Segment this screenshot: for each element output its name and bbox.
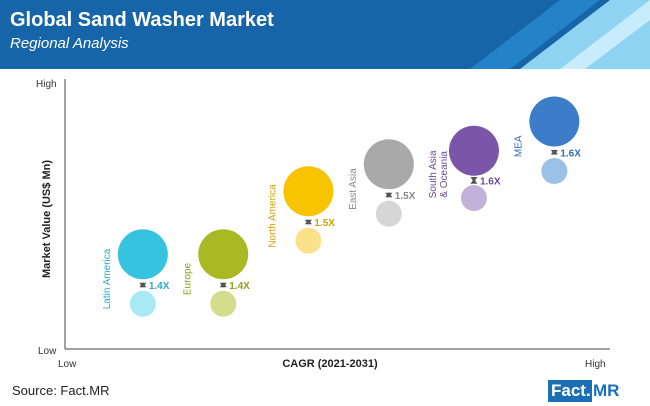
page-subtitle: Regional Analysis bbox=[10, 35, 129, 52]
bubble-small-europe bbox=[210, 290, 237, 317]
source-note: Source: Fact.MR bbox=[12, 383, 110, 398]
y-tick-high: High bbox=[36, 79, 57, 90]
region-label-east-asia: East Asia bbox=[348, 168, 359, 210]
y-tick-low: Low bbox=[38, 346, 57, 357]
bubble-large-latin-america bbox=[117, 229, 168, 280]
factmr-logo: Fact. MR bbox=[548, 380, 640, 402]
growth-label-east-asia: 1.5X bbox=[395, 191, 416, 202]
growth-label-mea: 1.6X bbox=[560, 148, 581, 159]
header-decoration bbox=[470, 0, 650, 69]
bubble-large-south-asia-oceania bbox=[448, 125, 499, 176]
logo-text-part2: MR bbox=[593, 381, 620, 400]
y-axis-label: Market Value (US$ Mn) bbox=[41, 160, 53, 278]
x-axis-label: CAGR (2021-2031) bbox=[282, 358, 378, 370]
region-label-latin-america: Latin America bbox=[102, 248, 113, 309]
logo-box bbox=[548, 380, 592, 402]
growth-arrow-down-europe bbox=[219, 282, 227, 288]
region-label-south-asia-oceania-line2: & Oceania bbox=[439, 151, 450, 198]
page-title: Global Sand Washer Market bbox=[10, 9, 274, 31]
growth-arrow-down-north-america bbox=[304, 219, 312, 225]
region-label-europe: Europe bbox=[182, 262, 193, 295]
bubble-large-europe bbox=[198, 229, 249, 280]
growth-label-south-asia-oceania: 1.6X bbox=[480, 176, 501, 187]
bubble-small-mea bbox=[541, 158, 568, 184]
bubble-large-east-asia bbox=[363, 139, 414, 190]
growth-label-latin-america: 1.4X bbox=[149, 281, 170, 292]
growth-label-europe: 1.4X bbox=[229, 281, 250, 292]
growth-label-north-america: 1.5X bbox=[314, 218, 335, 229]
region-label-south-asia-oceania-line1: South Asia bbox=[428, 150, 439, 198]
growth-arrow-down-east-asia bbox=[385, 192, 393, 198]
bubble-small-north-america bbox=[295, 227, 322, 254]
bubble-small-east-asia bbox=[375, 200, 402, 227]
region-label-north-america: North America bbox=[267, 184, 278, 248]
bubble-small-latin-america bbox=[129, 290, 156, 317]
growth-arrow-down-mea bbox=[550, 150, 558, 155]
bubble-small-south-asia-oceania bbox=[460, 185, 487, 211]
growth-arrow-down-latin-america bbox=[139, 282, 147, 288]
bubble-large-mea bbox=[529, 96, 580, 147]
x-tick-high: High bbox=[585, 359, 606, 370]
region-label-mea: MEA bbox=[513, 135, 524, 157]
header-banner: Global Sand Washer Market Regional Analy… bbox=[0, 0, 650, 69]
bubble-large-north-america bbox=[283, 166, 334, 217]
x-tick-low: Low bbox=[58, 359, 77, 370]
growth-arrow-down-south-asia-oceania bbox=[470, 177, 478, 182]
logo-text-part1: Fact. bbox=[551, 381, 591, 400]
